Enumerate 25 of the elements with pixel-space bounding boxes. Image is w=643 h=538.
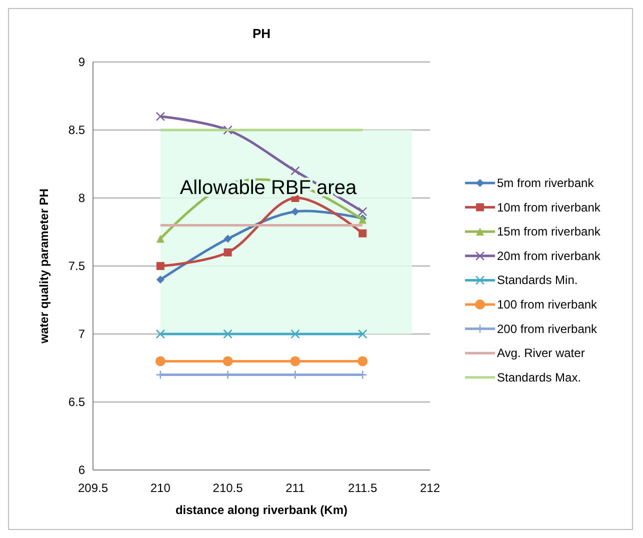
x-axis-title: distance along riverbank (Km): [175, 503, 348, 517]
legend-label: 200 from riverbank: [497, 322, 598, 336]
x-tick-label: 212: [420, 481, 440, 495]
legend-label: Standards Min.: [497, 273, 578, 288]
legend-label: 5m from riverbank: [497, 176, 595, 190]
y-tick-label: 9: [78, 55, 86, 69]
x-tick-label: 210.5: [212, 481, 244, 495]
y-tick-label: 7.5: [68, 259, 86, 273]
legend-label: 10m from riverbank: [497, 200, 602, 214]
y-tick-label: 6.5: [68, 395, 86, 409]
y-tick-label: 7: [78, 327, 86, 341]
y-axis-title: water quality parameter PH: [37, 188, 51, 344]
legend-label: Standards Max.: [497, 370, 582, 384]
legend-label: Avg. River water: [497, 346, 585, 360]
y-tick-label: 6: [78, 463, 86, 477]
y-tick-label: 8: [78, 191, 86, 205]
x-tick-label: 211: [286, 481, 306, 495]
legend-label: 15m from riverbank: [497, 224, 602, 239]
y-tick-label: 8.5: [68, 123, 86, 137]
legend-label: 100 from riverbank: [497, 298, 598, 312]
legend-label: 20m from riverbank: [497, 248, 602, 263]
chart-title: PH: [252, 26, 271, 41]
x-tick-label: 211.5: [348, 481, 378, 495]
x-tick-label: 210: [150, 481, 171, 495]
x-tick-label: 209.5: [78, 481, 108, 495]
